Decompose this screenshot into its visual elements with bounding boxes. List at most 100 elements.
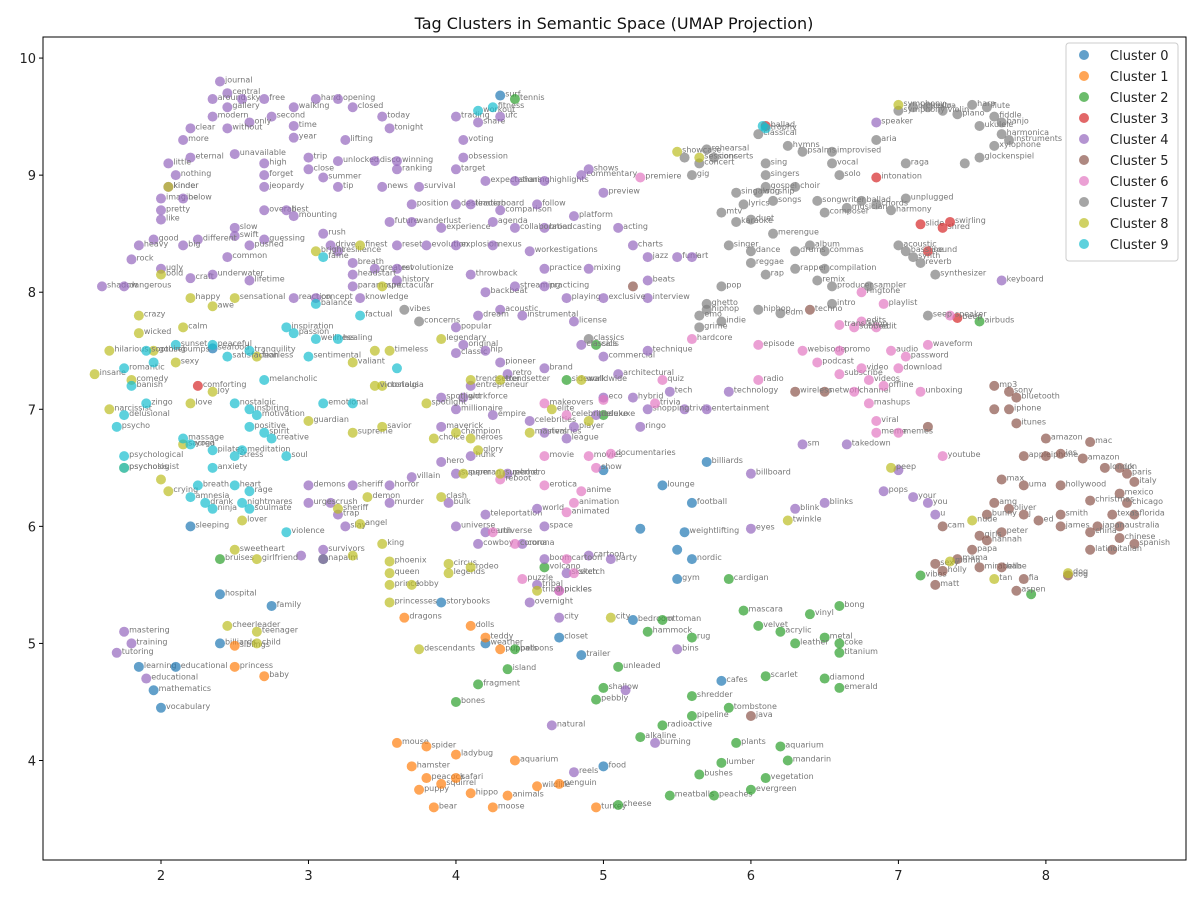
data-point xyxy=(937,222,948,233)
data-point xyxy=(1114,462,1125,473)
data-point xyxy=(583,451,594,462)
data-point xyxy=(495,357,506,368)
point-label: spanish xyxy=(1139,538,1170,547)
data-point xyxy=(377,380,388,391)
data-point xyxy=(716,281,727,292)
point-label: showcase xyxy=(682,146,721,155)
point-label: amg xyxy=(999,497,1017,506)
point-label: central xyxy=(232,87,260,96)
data-point xyxy=(635,421,646,432)
data-point xyxy=(303,497,314,508)
data-point xyxy=(244,117,255,128)
data-point xyxy=(185,439,196,450)
data-point xyxy=(900,193,911,204)
point-label: bluetooth xyxy=(1021,392,1059,401)
point-label: superhero xyxy=(505,468,545,477)
data-point xyxy=(996,117,1007,128)
data-point xyxy=(207,339,218,350)
data-point xyxy=(576,486,587,497)
data-point xyxy=(266,111,277,122)
point-label: pickles xyxy=(564,585,592,594)
point-label: rapper xyxy=(800,263,827,272)
data-point xyxy=(303,351,314,362)
data-point xyxy=(989,380,1000,391)
point-label: squirrel xyxy=(446,778,476,787)
data-point xyxy=(155,205,166,216)
data-point xyxy=(450,111,461,122)
point-label: clear xyxy=(195,122,215,131)
data-point xyxy=(974,562,985,573)
point-label: peep xyxy=(896,462,916,471)
data-point xyxy=(686,632,697,643)
data-point xyxy=(672,146,683,157)
data-point xyxy=(458,392,469,403)
point-label: sacred xyxy=(188,438,215,447)
legend-marker xyxy=(1079,176,1089,186)
data-point xyxy=(886,345,897,356)
point-label: u xyxy=(940,509,945,518)
point-label: mixing xyxy=(594,263,621,272)
point-label: millionaire xyxy=(461,403,503,412)
point-label: speaker xyxy=(955,310,987,319)
data-point xyxy=(229,398,240,409)
data-point xyxy=(701,304,712,315)
point-label: offline xyxy=(889,380,914,389)
point-label: cartoon xyxy=(572,553,603,562)
data-point xyxy=(561,293,572,304)
point-label: sony xyxy=(1014,386,1033,395)
legend-box xyxy=(1065,42,1179,262)
point-label: radioactive xyxy=(667,719,712,728)
point-label: babe xyxy=(1007,561,1027,570)
point-label: wanderlust xyxy=(417,216,461,225)
point-label: walking xyxy=(299,101,330,110)
point-label: position xyxy=(417,198,449,207)
data-point xyxy=(347,102,358,113)
data-point xyxy=(568,316,579,327)
data-point xyxy=(635,523,646,534)
point-label: reels xyxy=(579,766,598,775)
point-label: sm xyxy=(808,438,820,447)
point-label: awe xyxy=(218,300,234,309)
point-label: below xyxy=(188,193,212,202)
point-label: mexico xyxy=(1125,488,1154,497)
point-label: workforce xyxy=(468,392,508,401)
point-label: podcast xyxy=(822,356,854,365)
data-point xyxy=(1129,476,1140,487)
point-label: smith xyxy=(1066,509,1088,518)
point-label: supreme xyxy=(358,427,393,436)
point-label: animated xyxy=(572,506,610,515)
series-6: premiere episode radio webisode promo podcast… xyxy=(487,171,987,596)
data-point xyxy=(642,275,653,286)
data-point xyxy=(178,135,189,146)
data-point xyxy=(871,427,882,438)
data-point xyxy=(605,448,616,459)
point-label: aria xyxy=(881,134,896,143)
data-point xyxy=(495,375,506,386)
data-point xyxy=(185,521,196,532)
point-label: oliver xyxy=(1014,503,1037,512)
point-label: tech xyxy=(675,386,693,395)
data-point xyxy=(480,632,491,643)
point-label: crush xyxy=(336,497,358,506)
data-point xyxy=(458,339,469,350)
point-label: bong xyxy=(844,600,864,609)
point-label: cardigan xyxy=(734,573,769,582)
point-label: pickles xyxy=(564,585,592,594)
point-label: commentary xyxy=(586,169,637,178)
point-label: tombstone xyxy=(734,702,777,711)
point-label: cello xyxy=(933,101,952,110)
point-label: comforting xyxy=(203,380,247,389)
data-point xyxy=(111,647,122,658)
point-label: documentaries xyxy=(616,448,676,457)
data-point xyxy=(281,451,292,462)
data-point xyxy=(981,102,992,113)
data-point xyxy=(790,386,801,397)
point-label: password xyxy=(911,351,949,360)
data-point xyxy=(229,149,240,160)
point-label: italian xyxy=(1117,544,1142,553)
data-point xyxy=(834,369,845,380)
data-point xyxy=(222,252,233,263)
point-label: nordic xyxy=(697,553,722,562)
point-label: reverb xyxy=(926,257,952,266)
data-point xyxy=(827,146,838,157)
